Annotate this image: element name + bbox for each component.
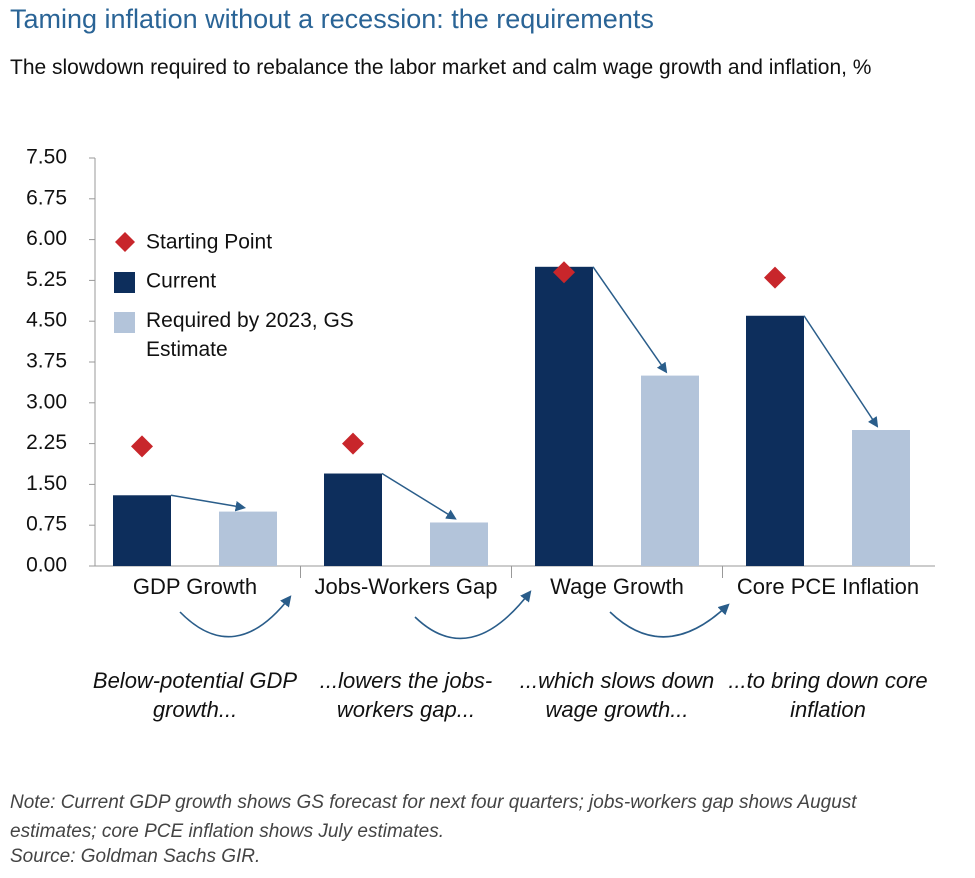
caption: Below-potential GDP growth... [92,668,298,722]
bar [324,473,382,566]
legend-label: Current [146,270,216,293]
bar [219,511,277,566]
starting-point-marker [342,432,364,455]
change-arrow [592,266,668,374]
flow-arrow [609,603,730,638]
x-tick-label: Core PCE Inflation [736,574,920,599]
legend-marker [115,232,135,252]
y-tick-label: 5.25 [26,268,67,291]
change-arrow [803,315,879,428]
y-tick-label: 3.75 [26,350,67,373]
caption: ...to bring down core inflation [728,668,928,722]
bar [113,495,171,566]
bar [430,522,488,566]
source: Source: Goldman Sachs GIR. [10,846,261,867]
note: Note: Current GDP growth shows GS foreca… [10,792,857,842]
caption: ...lowers the jobs-workers gap... [319,668,493,722]
flow-arrow [414,590,532,640]
y-tick-label: 6.00 [26,227,67,250]
x-tick-label: Jobs-Workers Gap [314,574,498,599]
legend-swatch [114,272,135,293]
chart-subtitle: The slowdown required to rebalance the l… [10,56,872,79]
bar [746,315,804,566]
legend-label: Required by 2023, GS Estimate [146,309,354,361]
starting-point-marker [131,435,153,458]
legend-label: Starting Point [146,231,272,254]
y-tick-label: 0.00 [26,554,67,577]
y-tick-label: 1.50 [26,472,67,495]
starting-point-marker [553,261,575,284]
bar [535,266,593,566]
change-arrow [381,472,457,520]
y-tick-label: 3.00 [26,390,67,413]
y-tick-label: 2.25 [26,431,67,454]
bar [641,375,699,566]
flow-arrows [179,590,730,640]
x-tick-label: GDP Growth [132,574,258,599]
y-tick-label: 0.75 [26,513,67,536]
y-tick-label: 4.50 [26,309,67,332]
starting-point-marker [764,266,786,289]
bar [852,430,910,566]
change-arrow [170,494,247,512]
y-tick-label: 6.75 [26,186,67,209]
chart-title: Taming inflation without a recession: th… [10,4,654,34]
legend-swatch [114,312,135,333]
flow-arrow [179,595,292,638]
x-tick-label: Wage Growth [550,574,684,599]
y-tick-label: 7.50 [26,146,67,169]
caption: ...which slows down wage growth... [519,668,715,722]
